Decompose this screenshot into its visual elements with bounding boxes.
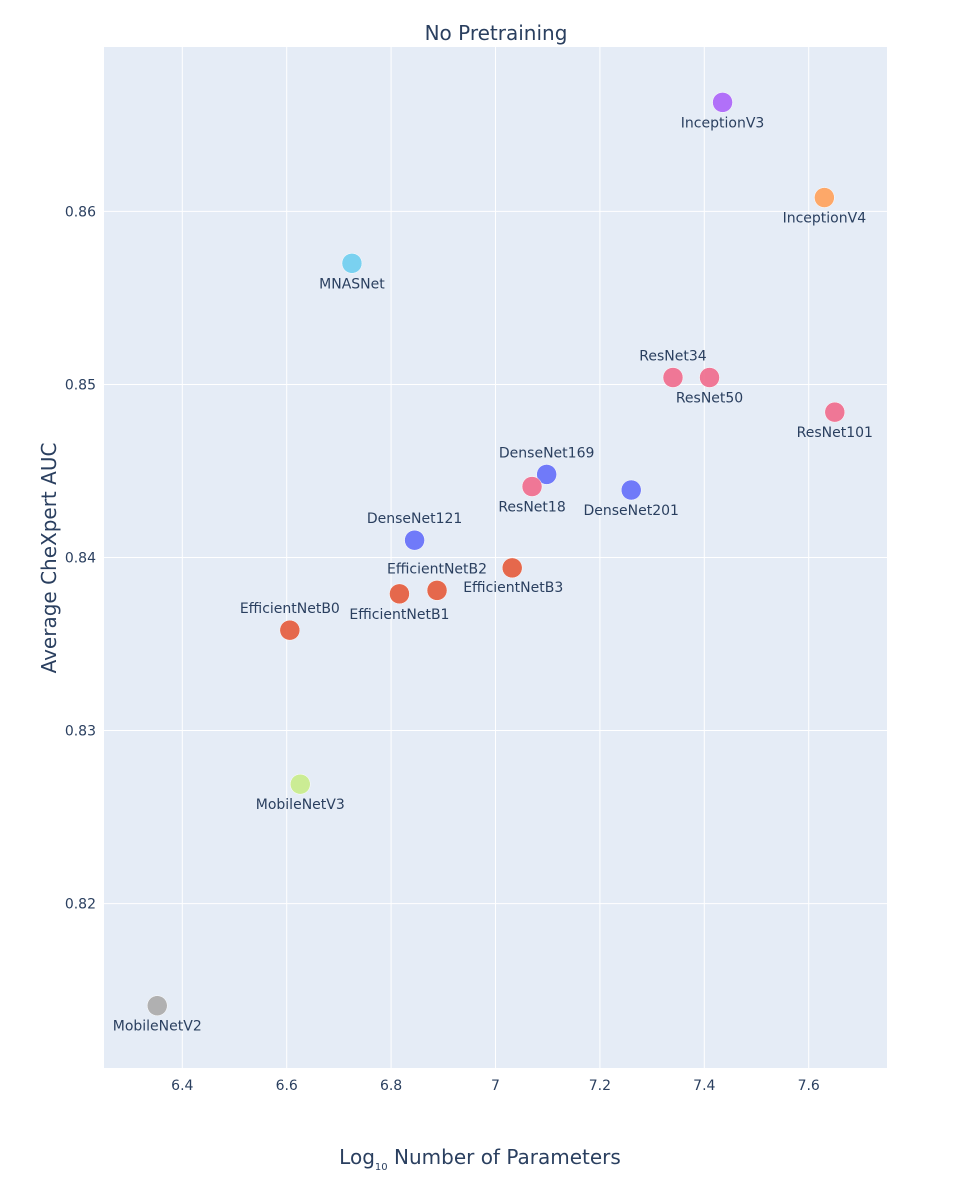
x-tick-label: 7 [491,1078,500,1094]
y-tick-label: 0.85 [65,377,96,393]
x-tick-label: 6.8 [380,1078,402,1094]
x-tick-label: 7.6 [798,1078,820,1094]
point-efficientnetb0[interactable] [279,619,301,641]
chart-title: No Pretraining [425,21,568,45]
x-tick-label: 6.4 [171,1078,193,1094]
label-resnet50: ResNet50 [676,391,743,407]
point-labels: InceptionV3 InceptionV4 MNASNet ResNet34 Res… [113,115,873,1034]
point-resnet101[interactable] [824,401,846,423]
label-resnet18: ResNet18 [498,500,565,516]
y-tick-label: 0.82 [65,897,96,913]
y-tick-label: 0.83 [65,724,96,740]
x-tick-label: 7.4 [693,1078,715,1094]
label-densenet121: DenseNet121 [367,511,462,527]
label-efficientnetb3: EfficientNetB3 [463,580,563,596]
label-efficientnetb1: EfficientNetB1 [349,607,449,623]
x-tick-label: 6.6 [276,1078,298,1094]
point-densenet121[interactable] [404,529,425,551]
label-inceptionv3: InceptionV3 [681,115,765,131]
label-efficientnetb2: EfficientNetB2 [387,561,487,577]
point-mnasnet[interactable] [341,253,363,274]
point-mobilenetv3[interactable] [290,773,311,795]
x-axis-title-subscript: 10 [375,1162,388,1173]
point-inceptionv4[interactable] [814,187,835,208]
label-densenet201: DenseNet201 [583,503,678,519]
label-inceptionv4: InceptionV4 [783,211,867,227]
point-resnet34[interactable] [662,367,684,388]
x-axis-title-log: Log [339,1145,375,1169]
label-mobilenetv2: MobileNetV2 [113,1019,202,1035]
y-axis-title: Average CheXpert AUC [37,443,61,674]
point-efficientnetb2[interactable] [426,580,448,601]
x-tick-label: 7.2 [589,1078,611,1094]
point-densenet169[interactable] [536,464,557,485]
x-axis-ticks: 6.4 6.6 6.8 7 7.2 7.4 7.6 [171,1078,820,1094]
point-densenet201[interactable] [620,479,642,501]
x-axis-title-rest: Number of Parameters [388,1145,621,1169]
label-resnet101: ResNet101 [797,425,873,441]
point-resnet18[interactable] [521,476,543,497]
point-efficientnetb1[interactable] [389,583,410,605]
label-mobilenetv3: MobileNetV3 [256,797,345,813]
label-resnet34: ResNet34 [639,349,706,365]
y-axis-ticks: 0.82 0.83 0.84 0.85 0.86 [65,204,96,912]
label-efficientnetb0: EfficientNetB0 [240,601,340,617]
gridlines [104,47,887,1068]
label-mnasnet: MNASNet [319,276,385,292]
point-efficientnetb3[interactable] [501,557,523,579]
y-tick-label: 0.86 [65,204,96,220]
point-mobilenetv2[interactable] [146,995,168,1016]
data-points [146,92,846,1016]
point-inceptionv3[interactable] [712,92,733,113]
y-tick-label: 0.84 [65,551,96,567]
point-resnet50[interactable] [699,367,720,388]
x-axis-title: Log10 Number of Parameters [339,1145,621,1173]
label-densenet169: DenseNet169 [499,445,594,461]
